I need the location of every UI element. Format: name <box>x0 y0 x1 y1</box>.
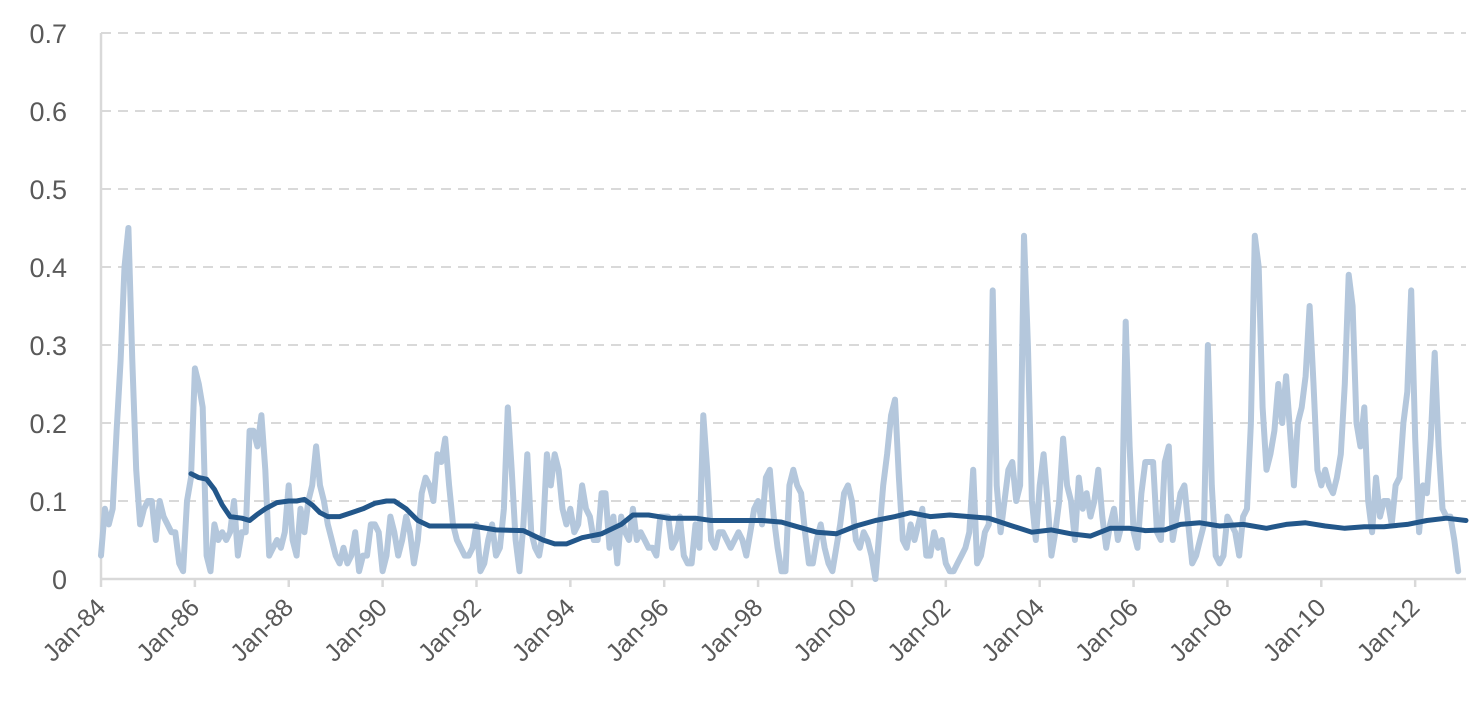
x-axis-tick-labels: Jan-84 Jan-86 Jan-88 Jan-90 Jan-92 Jan-94 Jan-… <box>37 593 1425 667</box>
x-tick-label: Jan-08 <box>1164 593 1238 667</box>
y-tick-label: 0.2 <box>29 409 67 439</box>
axes <box>99 33 1466 587</box>
x-tick-label: Jan-94 <box>507 593 581 667</box>
x-tick-label: Jan-86 <box>131 593 205 667</box>
x-tick-label: Jan-12 <box>1352 593 1426 667</box>
x-tick-label: Jan-04 <box>976 593 1050 667</box>
y-tick-label: 0.5 <box>29 175 67 205</box>
y-tick-label: 0.7 <box>29 19 67 49</box>
x-tick-label: Jan-92 <box>413 593 487 667</box>
x-tick-label: Jan-96 <box>601 593 675 667</box>
y-tick-label: 0.3 <box>29 331 67 361</box>
x-tick-label: Jan-88 <box>225 593 299 667</box>
y-tick-label: 0 <box>52 565 67 595</box>
x-tick-label: Jan-84 <box>37 593 111 667</box>
y-tick-label: 0.1 <box>29 487 67 517</box>
x-tick-label: Jan-90 <box>319 593 393 667</box>
x-tick-label: Jan-98 <box>694 593 768 667</box>
series-line-dark <box>188 471 1469 547</box>
y-tick-label: 0.4 <box>29 253 67 283</box>
gridlines <box>101 32 1466 502</box>
x-tick-label: Jan-02 <box>882 593 956 667</box>
x-tick-label: Jan-10 <box>1258 593 1332 667</box>
x-tick-label: Jan-06 <box>1070 593 1144 667</box>
series-lines <box>98 225 1469 582</box>
y-tick-label: 0.6 <box>29 97 67 127</box>
y-axis-tick-labels: 0 0.1 0.2 0.3 0.4 0.5 0.6 0.7 <box>29 19 67 595</box>
x-tick-label: Jan-00 <box>788 593 862 667</box>
